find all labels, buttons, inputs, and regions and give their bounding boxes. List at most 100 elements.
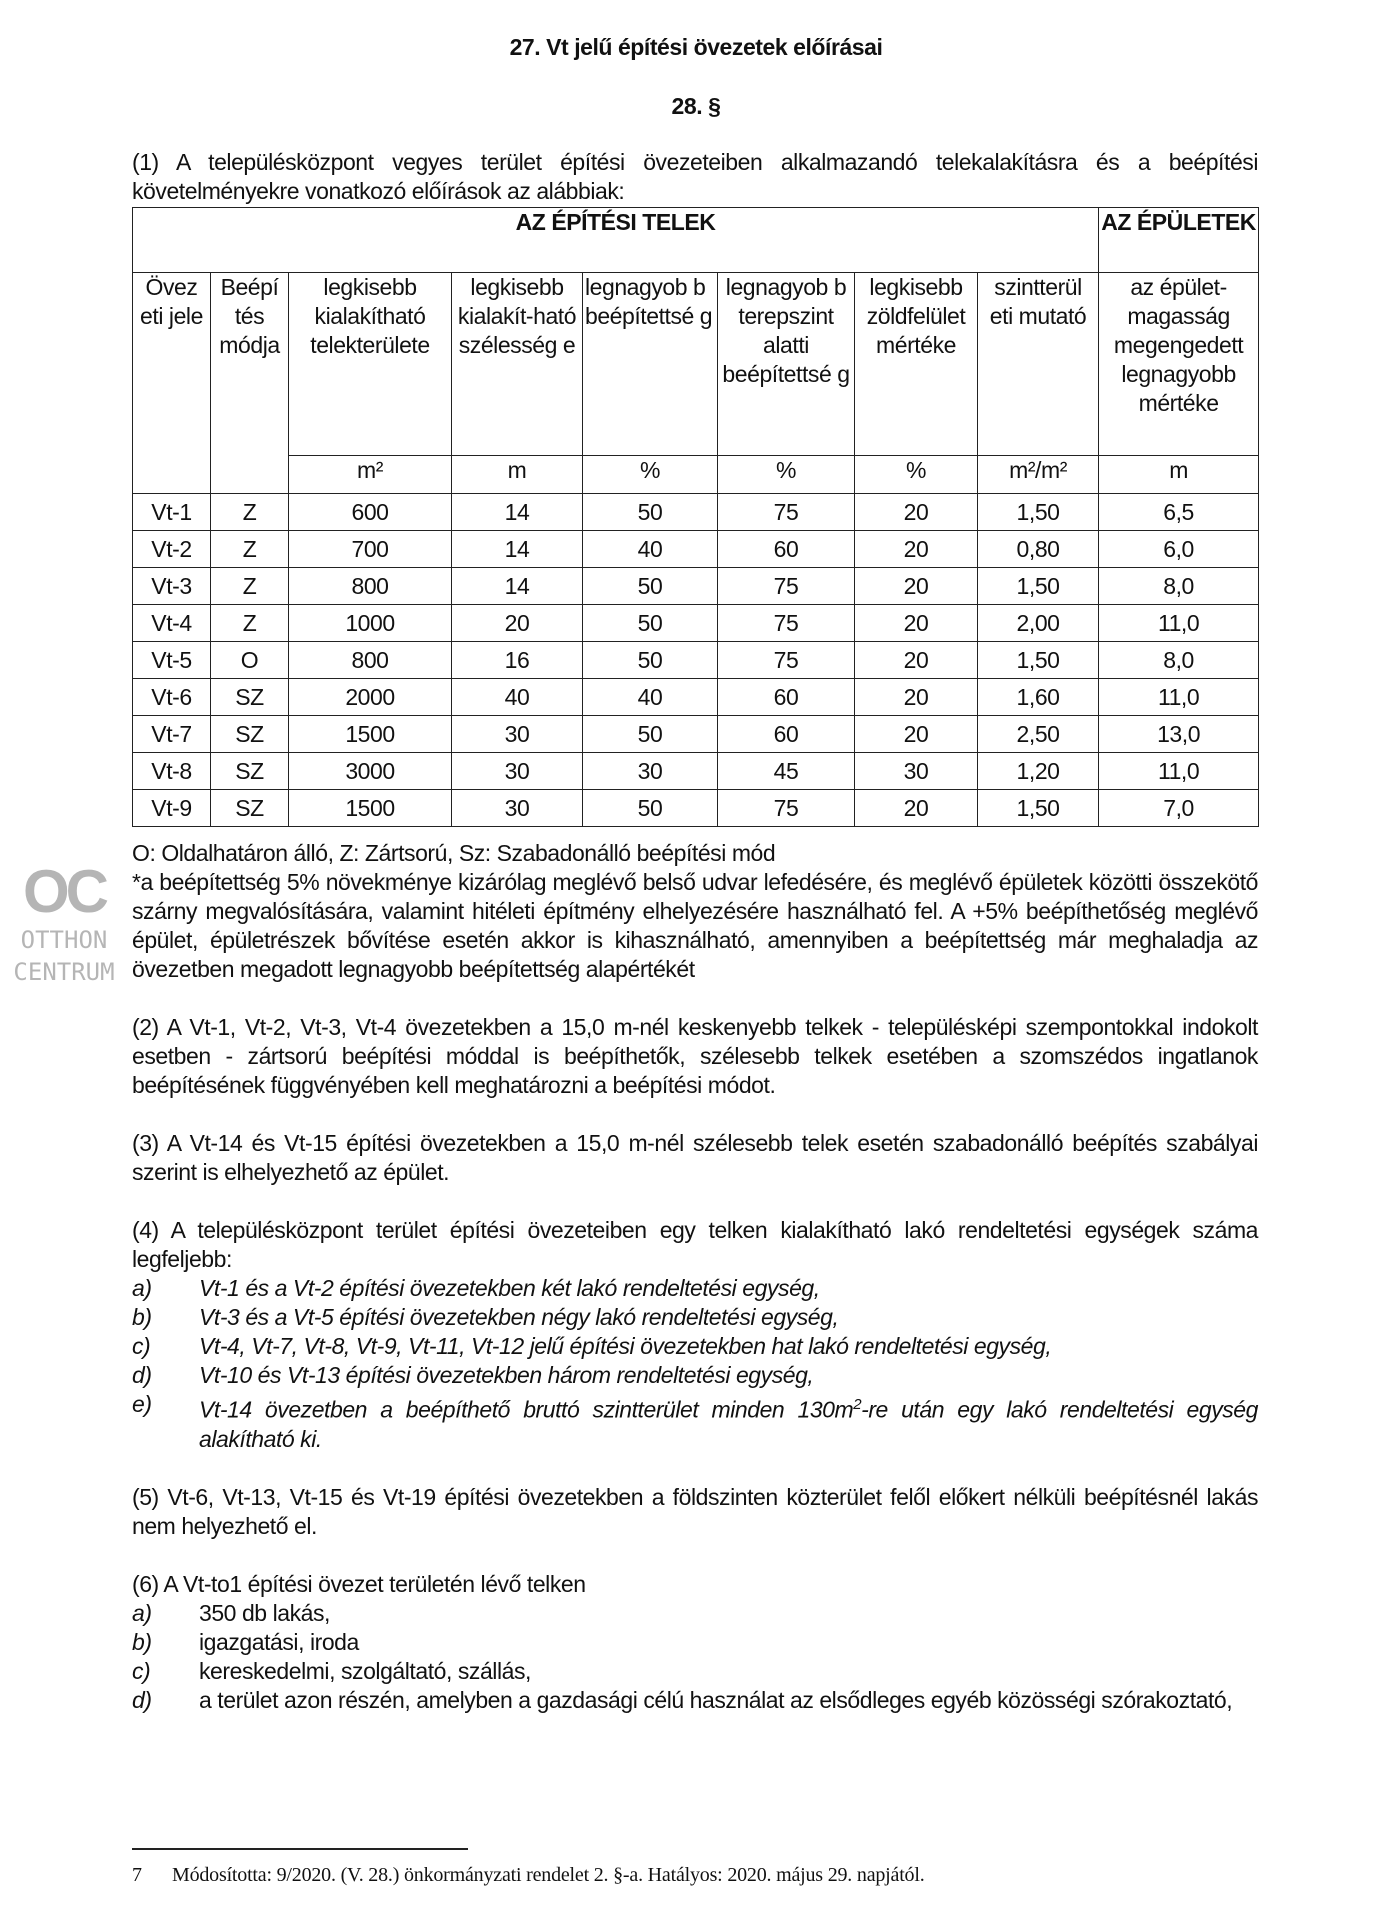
table-cell: 50 (582, 493, 718, 531)
table-cell: Vt-6 (132, 678, 211, 716)
list-item: d) a terület azon részén, amelyben a gazd… (132, 1686, 1258, 1715)
table-cell: Vt-3 (132, 567, 211, 605)
table-cell: Vt-4 (132, 604, 211, 642)
paragraph-6-intro: (6) A Vt-to1 építési övezet területén lé… (132, 1570, 586, 1597)
table-cell: Vt-5 (132, 641, 211, 679)
table-cell: 3000 (288, 752, 452, 790)
col-header-min-width: legkisebb kialakít-ható szélesség e (451, 272, 583, 456)
unit-cell: m (451, 455, 583, 494)
table-cell: 50 (582, 641, 718, 679)
table-cell: 16 (451, 641, 583, 679)
unit-cell: m² (288, 455, 452, 494)
watermark-line2: CENTRUM (13, 958, 115, 986)
col-header-floor-ratio: szintterül eti mutató (976, 272, 1100, 456)
chapter-heading: 27. Vt jelű építési övezetek előírásai (509, 34, 883, 60)
table-cell: 20 (854, 715, 978, 753)
list-marker: c) (132, 1657, 151, 1684)
paragraph-1: (1) A településközpont vegyes terület ép… (132, 149, 1258, 204)
section-number: 28. § (671, 93, 721, 119)
col-header-max-height: az épület-magasság megengedett legnagyob… (1098, 272, 1260, 456)
table-cell: Vt-1 (132, 493, 211, 531)
table-cell: 1,20 (976, 752, 1100, 790)
footnote-number: 7 (132, 1864, 142, 1886)
table-cell: 20 (854, 567, 978, 605)
watermark-line1: OTTHON (20, 926, 108, 954)
list-item: b) Vt-3 és a Vt-5 építési övezetekben nég… (132, 1303, 1258, 1332)
footnote-divider (132, 1848, 468, 1850)
paragraph-2: (2) A Vt-1, Vt-2, Vt-3, Vt-4 övezetekben… (132, 1014, 1258, 1098)
table-cell: 20 (854, 641, 978, 679)
table-cell: Z (210, 604, 289, 642)
table-cell: 20 (854, 789, 978, 827)
list-text: Vt-4, Vt-7, Vt-8, Vt-9, Vt-11, Vt-12 jel… (199, 1333, 1052, 1359)
table-cell: 50 (582, 604, 718, 642)
table-cell: 75 (717, 641, 855, 679)
table-cell: 50 (582, 789, 718, 827)
table-cell: Z (210, 530, 289, 568)
table-cell: 800 (288, 641, 452, 679)
table-cell: 1,50 (976, 567, 1100, 605)
list-text: 350 db lakás, (199, 1599, 330, 1626)
table-cell: 20 (854, 493, 978, 531)
list-marker: b) (132, 1304, 152, 1330)
footnote-text: Módosította: 9/2020. (V. 28.) önkormányz… (172, 1864, 925, 1886)
list-text-part: -re után egy lakó rendeltetési egység al… (199, 1396, 1258, 1452)
table-cell: 45 (717, 752, 855, 790)
list-item: c) Vt-4, Vt-7, Vt-8, Vt-9, Vt-11, Vt-12 j… (132, 1332, 1258, 1361)
table-cell: 14 (451, 493, 583, 531)
oc-logo-icon: OC (23, 858, 109, 925)
unit-cell: m²/m² (976, 455, 1100, 494)
list-marker: c) (132, 1333, 151, 1359)
table-cell: Vt-7 (132, 715, 211, 753)
list-text: kereskedelmi, szolgáltató, szállás, (199, 1657, 531, 1684)
col-header-min-green: legkisebb zöldfelület mértéke (854, 272, 978, 456)
table-row: Vt-4 Z 1000 20 50 75 20 2,00 11,0 (132, 604, 1260, 642)
list-text: a terület azon részén, amelyben a gazdas… (199, 1686, 1233, 1713)
paragraph-4: (4) A településközpont terület építési ö… (132, 1216, 1258, 1454)
table-cell: 30 (854, 752, 978, 790)
col-header-min-area: legkisebb kialakítható telekterülete (288, 272, 452, 456)
table-cell: 11,0 (1098, 604, 1260, 642)
table-cell: 6,0 (1098, 530, 1260, 568)
table-cell: O (210, 641, 289, 679)
table-row: Vt-6 SZ 2000 40 40 60 20 1,60 11,0 (132, 678, 1260, 716)
table-cell: 1,60 (976, 678, 1100, 716)
table-cell: 1,50 (976, 789, 1100, 827)
table-cell: 600 (288, 493, 452, 531)
list-marker: a) (132, 1599, 152, 1626)
table-row: Vt-9 SZ 1500 30 50 75 20 1,50 7,0 (132, 789, 1260, 827)
table-cell: 1,50 (976, 641, 1100, 679)
list-text-part: 2 (853, 1396, 862, 1413)
paragraph-3: (3) A Vt-14 és Vt-15 építési övezetekben… (132, 1130, 1258, 1185)
table-cell: 2000 (288, 678, 452, 716)
table-cell: 75 (717, 604, 855, 642)
zoning-table: AZ ÉPÍTÉSI TELEK AZ ÉPÜLETEK Övez eti je… (131, 207, 1260, 827)
table-cell: 60 (717, 715, 855, 753)
table-cell: 75 (717, 567, 855, 605)
table-cell: 75 (717, 789, 855, 827)
list-marker: b) (132, 1628, 152, 1655)
table-cell: Z (210, 493, 289, 531)
list-item: d) Vt-10 és Vt-13 építési övezetekben hár… (132, 1361, 1258, 1390)
list-marker: d) (132, 1362, 152, 1388)
table-cell: 30 (451, 789, 583, 827)
unit-cell: % (582, 455, 718, 494)
legend-text: O: Oldalhatáron álló, Z: Zártsorú, Sz: S… (132, 840, 776, 866)
table-cell: 13,0 (1098, 715, 1260, 753)
list-item: a) Vt-1 és a Vt-2 építési övezetekben két… (132, 1274, 1258, 1303)
table-cell: 20 (854, 530, 978, 568)
list-item: c) kereskedelmi, szolgáltató, szállás, (132, 1657, 1258, 1686)
paragraph-6: (6) A Vt-to1 építési övezet területén lé… (132, 1570, 1258, 1715)
table-cell: Z (210, 567, 289, 605)
col-header-mode: Beépí tés módja (210, 272, 289, 494)
paragraph-4-intro: (4) A településközpont terület építési ö… (132, 1217, 1258, 1272)
table-cell: 1000 (288, 604, 452, 642)
table-cell: 800 (288, 567, 452, 605)
table-row: Vt-5 O 800 16 50 75 20 1,50 8,0 (132, 641, 1260, 679)
table-cell: 14 (451, 530, 583, 568)
table-cell: 75 (717, 493, 855, 531)
table-cell: 8,0 (1098, 567, 1260, 605)
table-cell: 20 (854, 604, 978, 642)
table-cell: 60 (717, 678, 855, 716)
footnote: 7 Módosította: 9/2020. (V. 28.) önkormány… (132, 1864, 925, 1887)
